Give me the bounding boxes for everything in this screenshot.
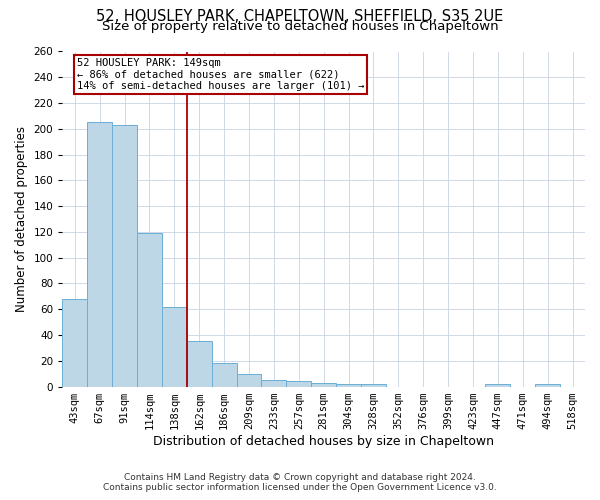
Bar: [262, 380, 286, 386]
Bar: [162, 306, 187, 386]
Bar: [212, 364, 236, 386]
Bar: [112, 125, 137, 386]
Bar: [485, 384, 511, 386]
Bar: [87, 122, 112, 386]
Bar: [286, 382, 311, 386]
Bar: [311, 382, 336, 386]
Text: Size of property relative to detached houses in Chapeltown: Size of property relative to detached ho…: [101, 20, 499, 33]
Text: 52, HOUSLEY PARK, CHAPELTOWN, SHEFFIELD, S35 2UE: 52, HOUSLEY PARK, CHAPELTOWN, SHEFFIELD,…: [97, 9, 503, 24]
Bar: [62, 299, 87, 386]
Text: 52 HOUSLEY PARK: 149sqm
← 86% of detached houses are smaller (622)
14% of semi-d: 52 HOUSLEY PARK: 149sqm ← 86% of detache…: [77, 58, 364, 91]
Bar: [137, 233, 162, 386]
Bar: [336, 384, 361, 386]
Bar: [361, 384, 386, 386]
Text: Contains HM Land Registry data © Crown copyright and database right 2024.
Contai: Contains HM Land Registry data © Crown c…: [103, 473, 497, 492]
Y-axis label: Number of detached properties: Number of detached properties: [15, 126, 28, 312]
Bar: [535, 384, 560, 386]
Bar: [187, 342, 212, 386]
X-axis label: Distribution of detached houses by size in Chapeltown: Distribution of detached houses by size …: [153, 434, 494, 448]
Bar: [236, 374, 262, 386]
